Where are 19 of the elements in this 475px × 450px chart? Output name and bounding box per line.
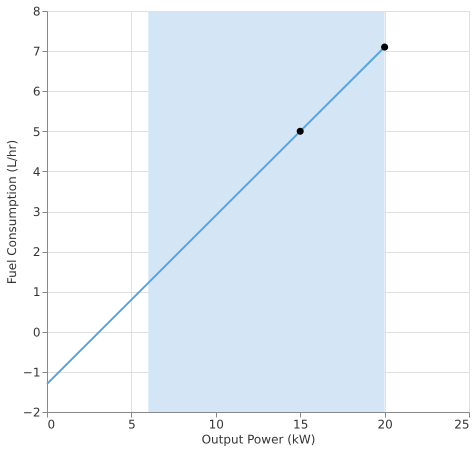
y-tick-label: 8	[32, 4, 40, 18]
y-tick-label: 1	[32, 285, 40, 300]
x-tick-label: 20	[377, 418, 393, 432]
y-tick-label: −1	[22, 365, 40, 380]
y-axis-title: Fuel Consumption (L/hr)	[4, 140, 19, 284]
x-tick-label: 15	[293, 418, 308, 432]
y-tick-label: 0	[32, 325, 40, 340]
y-tick-label: 5	[32, 124, 40, 139]
x-tick-label: 0	[48, 418, 56, 432]
y-tick-label: −2	[22, 406, 40, 420]
y-tick-label: 4	[32, 164, 40, 179]
y-tick-label: 3	[32, 205, 40, 219]
x-tick-label: 5	[128, 418, 136, 432]
x-tick-label: 25	[454, 418, 470, 432]
x-tick-label: 10	[208, 418, 224, 432]
x-axis-title: Output Power (kW)	[202, 432, 316, 446]
y-tick-label: 7	[32, 44, 40, 59]
y-tick-label: 6	[32, 84, 40, 99]
y-tick-label: 2	[32, 245, 40, 260]
